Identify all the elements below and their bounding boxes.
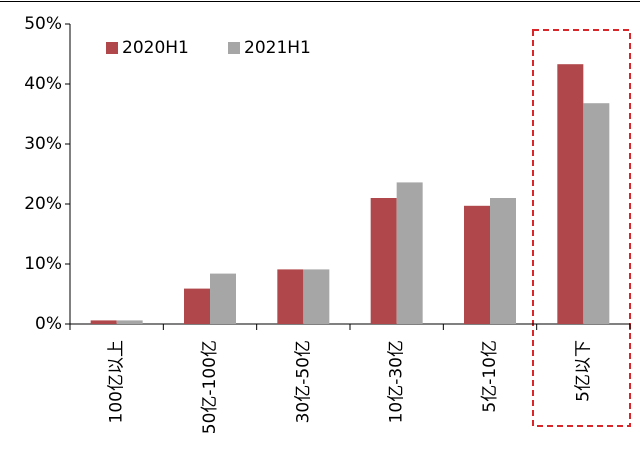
bar [464, 205, 490, 324]
x-tick-label: 5亿以下 [573, 340, 593, 402]
legend-swatch [106, 42, 118, 54]
x-tick-label: 10亿-30亿 [387, 340, 407, 423]
bar [184, 288, 210, 324]
y-tick-label: 20% [24, 194, 62, 214]
bar [90, 320, 117, 324]
y-tick-label: 40% [24, 74, 62, 94]
x-tick-label: 100亿以上 [107, 340, 127, 423]
x-tick-label: 5亿-10亿 [480, 340, 500, 413]
y-tick-label: 0% [35, 314, 62, 334]
bar [277, 269, 304, 324]
legend-label: 2020H1 [122, 38, 189, 58]
x-tick-label: 30亿-50亿 [293, 340, 313, 423]
bar [490, 198, 516, 324]
bar [303, 269, 330, 324]
bar [396, 182, 423, 324]
x-tick-label: 50亿-100亿 [200, 340, 220, 434]
bar [210, 273, 236, 324]
bar [116, 320, 143, 324]
y-tick-label: 10% [24, 254, 62, 274]
bar [557, 64, 584, 324]
y-tick-label: 30% [24, 134, 62, 154]
y-tick-label: 50% [24, 14, 62, 34]
legend-label: 2021H1 [244, 38, 311, 58]
highlight-box [532, 29, 631, 427]
bar [583, 103, 610, 324]
bar [370, 198, 397, 324]
legend-swatch [228, 42, 240, 54]
